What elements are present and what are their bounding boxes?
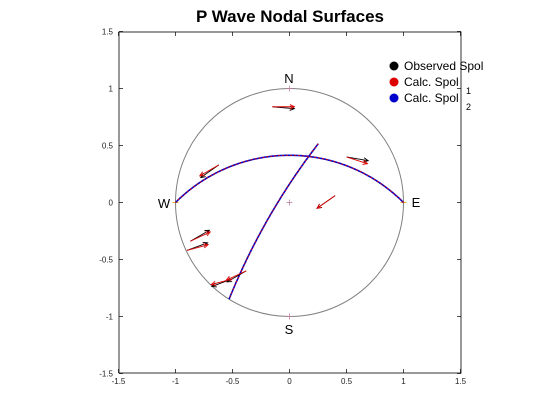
x-tick-label: -1.5: [112, 377, 126, 386]
y-tick-label: -1.5: [99, 370, 113, 379]
plane-2-calc1-line: [228, 143, 319, 300]
calc-spol-arrow-shaft: [211, 278, 233, 286]
x-tick-label: 1.5: [455, 377, 467, 386]
legend-label-calc1: Calc. Spol: [404, 75, 459, 89]
legend: Observed Spol Calc. Spol 1 Calc. Spol 2: [389, 59, 483, 112]
y-tick-label: 1: [109, 85, 114, 94]
compass-east-label: E: [412, 195, 421, 210]
calc-spol-arrow-shaft: [346, 156, 368, 165]
axis-ticks: -1.5 -1 -0.5 0 0.5 1 1.5 1.5 1 0.5 0 -0.5 -1 -1.5: [99, 28, 466, 387]
calc-spol-arrow-shaft: [316, 195, 336, 209]
compass-south-label: S: [285, 322, 294, 337]
legend-sub-calc2: 2: [466, 102, 471, 112]
observed-spol-arrow-shaft: [346, 156, 369, 162]
y-tick-label: 0.5: [102, 142, 114, 151]
x-tick-label: -1: [172, 377, 180, 386]
calc-spol-arrow-head: [316, 203, 323, 209]
x-tick-label: 0.5: [341, 377, 353, 386]
compass-north-label: N: [284, 71, 293, 86]
calc-spol-arrow-head: [362, 159, 369, 165]
legend-marker-calc1: [389, 77, 399, 87]
legend-marker-observed: [389, 61, 399, 71]
calc-spol-arrow-head: [289, 104, 296, 110]
calc-spol-arrow-shaft: [226, 270, 247, 281]
legend-marker-calc2: [389, 93, 399, 103]
calc-spol-arrow-shaft: [186, 244, 209, 251]
calc-spol-arrow-shaft: [190, 231, 211, 242]
chart-title: P Wave Nodal Surfaces: [196, 7, 384, 26]
x-tick-label: 0: [287, 377, 292, 386]
calc-spol-arrow-head: [198, 171, 205, 177]
y-tick-label: -1: [106, 313, 114, 322]
y-tick-label: 0: [109, 199, 114, 208]
nodal-planes: [174, 143, 405, 300]
polarization-arrows: [186, 104, 370, 288]
calc-spol-arrow-head: [210, 280, 217, 286]
legend-label-calc2: Calc. Spol: [404, 91, 459, 105]
plane-1-calc2-line: [174, 154, 405, 204]
calc-spol-arrow-head: [205, 231, 212, 237]
x-tick-label: -0.5: [226, 377, 240, 386]
legend-label-observed: Observed Spol: [404, 59, 483, 73]
compass-west-label: W: [158, 196, 171, 211]
y-tick-label: -0.5: [99, 256, 113, 265]
x-tick-label: 1: [401, 377, 406, 386]
calc-spol-arrow-shaft: [199, 164, 220, 177]
calc-spol-arrow-head: [203, 243, 210, 249]
legend-sub-calc1: 1: [466, 86, 471, 96]
y-tick-label: 1.5: [102, 28, 114, 37]
